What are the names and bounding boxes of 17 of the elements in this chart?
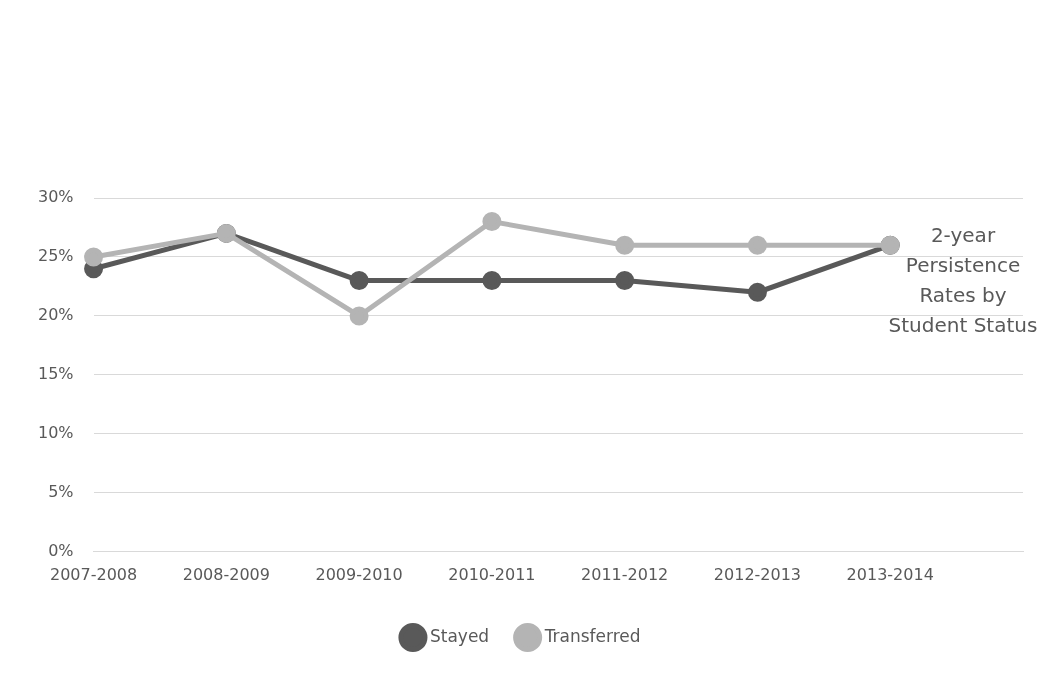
legend-label: Transferred <box>543 625 641 646</box>
x-tick-label: 2008-2009 <box>182 564 270 584</box>
x-tick-label: 2013-2014 <box>846 564 934 584</box>
y-tick-label: 15% <box>38 364 74 384</box>
x-tick-label: 2009-2010 <box>315 564 403 584</box>
y-tick-label: 20% <box>38 305 74 325</box>
y-tick-label: 10% <box>38 423 74 443</box>
y-tick-label: 0% <box>48 540 74 560</box>
y-tick-label: 25% <box>38 246 74 266</box>
y-tick-label: 30% <box>38 187 74 207</box>
text: 2-year Persistence Rates by Student Status <box>888 222 1038 339</box>
x-tick-label: 2007-2008 <box>49 564 138 584</box>
legend-label: Stayed <box>429 625 490 646</box>
x-tick-label: 2011-2012 <box>581 564 669 584</box>
x-tick-label: 2012-2013 <box>713 564 802 584</box>
y-tick-label: 5% <box>48 481 74 501</box>
x-tick-label: 2010-2011 <box>448 564 536 584</box>
